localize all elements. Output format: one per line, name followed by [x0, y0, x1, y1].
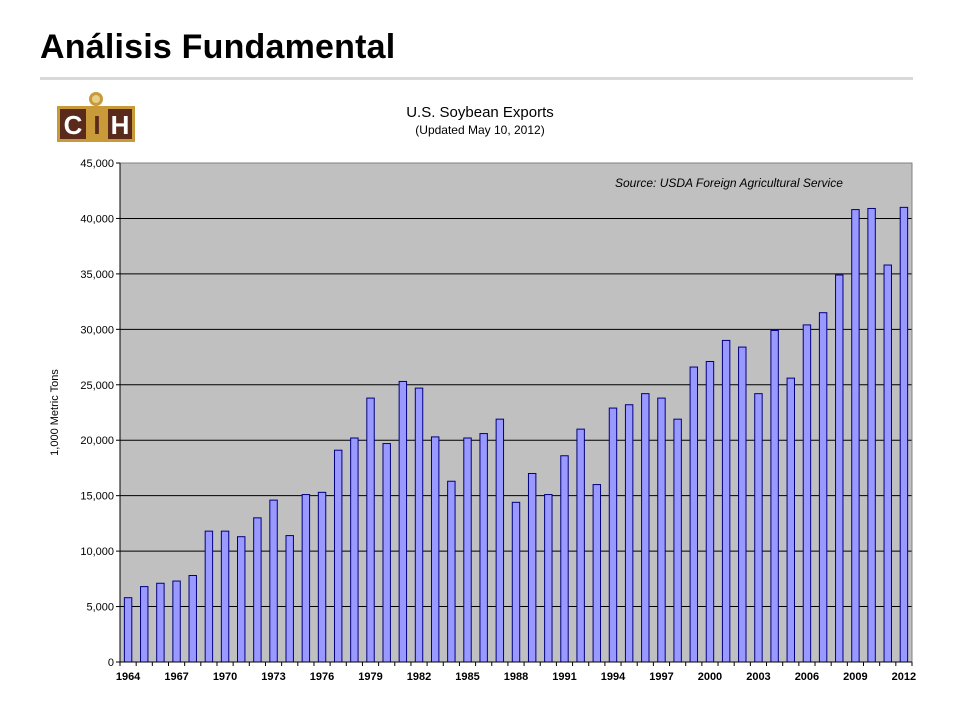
- x-tick-label: 1979: [358, 671, 382, 683]
- cih-logo: C I H: [55, 90, 137, 144]
- bar-1966: [156, 582, 165, 663]
- bar-1996: [641, 393, 650, 663]
- bar-1989: [527, 472, 537, 663]
- bar-1987: [495, 418, 505, 663]
- bar-1967: [172, 580, 181, 663]
- bar-1994: [608, 407, 618, 663]
- y-tick-label: 10,000: [80, 546, 114, 558]
- y-tick-label: 15,000: [80, 491, 114, 503]
- x-tick-label: 2009: [843, 671, 867, 683]
- chart-title: U.S. Soybean Exports: [406, 104, 554, 121]
- bar-1984: [447, 480, 456, 663]
- bar-1969: [204, 530, 214, 663]
- bar-2001: [721, 339, 731, 663]
- slide-title: Análisis Fundamental: [40, 28, 396, 66]
- bar-2012: [899, 206, 909, 663]
- bar-1971: [237, 536, 246, 663]
- x-tick-label: 1973: [261, 671, 285, 683]
- bar-2003: [754, 393, 763, 663]
- y-tick-label: 35,000: [80, 269, 114, 281]
- y-axis-label: 1,000 Metric Tons: [49, 369, 61, 456]
- bar-2007: [818, 312, 828, 663]
- bar-1983: [430, 436, 440, 663]
- bar-1995: [624, 404, 634, 663]
- bar-1975: [301, 494, 311, 663]
- bar-2000: [705, 360, 715, 663]
- bar-1985: [463, 437, 472, 663]
- bar-2010: [867, 207, 876, 663]
- x-tick-label: 1991: [552, 671, 576, 683]
- x-tick-label: 2006: [795, 671, 819, 683]
- bar-2005: [786, 377, 795, 663]
- x-tick-label: 2012: [892, 671, 916, 683]
- bar-1991: [560, 455, 569, 663]
- bar-2006: [802, 324, 812, 663]
- bar-1988: [511, 501, 521, 663]
- bar-2011: [883, 264, 892, 663]
- bar-1981: [398, 380, 408, 663]
- bar-1974: [285, 535, 294, 663]
- y-tick-label: 30,000: [80, 324, 114, 336]
- y-tick-label: 5,000: [86, 602, 114, 614]
- bar-2008: [835, 274, 844, 663]
- x-tick-label: 1976: [310, 671, 334, 683]
- x-tick-label: 1967: [164, 671, 188, 683]
- y-tick-label: 40,000: [80, 213, 114, 225]
- y-tick-label: 45,000: [80, 158, 114, 170]
- bar-1977: [333, 449, 343, 663]
- bar-1999: [689, 366, 699, 663]
- y-tick-label: 20,000: [80, 435, 114, 447]
- bar-1976: [317, 491, 327, 663]
- x-tick-label: 2003: [746, 671, 770, 683]
- bar-1986: [479, 433, 488, 663]
- bar-1970: [220, 530, 230, 663]
- bar-1968: [188, 575, 197, 663]
- bar-1965: [140, 586, 149, 663]
- x-tick-label: 1964: [116, 671, 141, 683]
- bar-2002: [738, 346, 747, 663]
- bar-1998: [673, 418, 682, 663]
- bar-1980: [382, 443, 391, 663]
- bar-1982: [414, 387, 424, 663]
- y-tick-label: 25,000: [80, 380, 114, 392]
- x-tick-label: 2000: [698, 671, 722, 683]
- svg-text:C: C: [64, 110, 83, 140]
- chart-subtitle: (Updated May 10, 2012): [415, 123, 545, 137]
- x-tick-label: 1988: [504, 671, 528, 683]
- bar-1964: [123, 597, 133, 663]
- svg-text:I: I: [93, 110, 100, 140]
- y-tick-label: 0: [108, 657, 114, 669]
- bar-1997: [657, 397, 666, 663]
- bar-1978: [350, 437, 359, 663]
- title-divider: [40, 77, 913, 80]
- bar-1979: [366, 397, 375, 663]
- x-tick-label: 1997: [649, 671, 673, 683]
- bar-1973: [269, 499, 278, 663]
- svg-text:H: H: [111, 110, 130, 140]
- x-tick-label: 1985: [455, 671, 479, 683]
- x-tick-label: 1994: [601, 671, 626, 683]
- x-tick-label: 1970: [213, 671, 237, 683]
- bar-1993: [592, 484, 602, 663]
- bar-1992: [576, 428, 585, 663]
- x-tick-label: 1982: [407, 671, 431, 683]
- bar-1990: [544, 494, 553, 663]
- source-annotation: Source: USDA Foreign Agricultural Servic…: [615, 176, 843, 190]
- bar-1972: [253, 517, 262, 663]
- bar-2009: [851, 209, 860, 663]
- bar-2004: [770, 329, 779, 663]
